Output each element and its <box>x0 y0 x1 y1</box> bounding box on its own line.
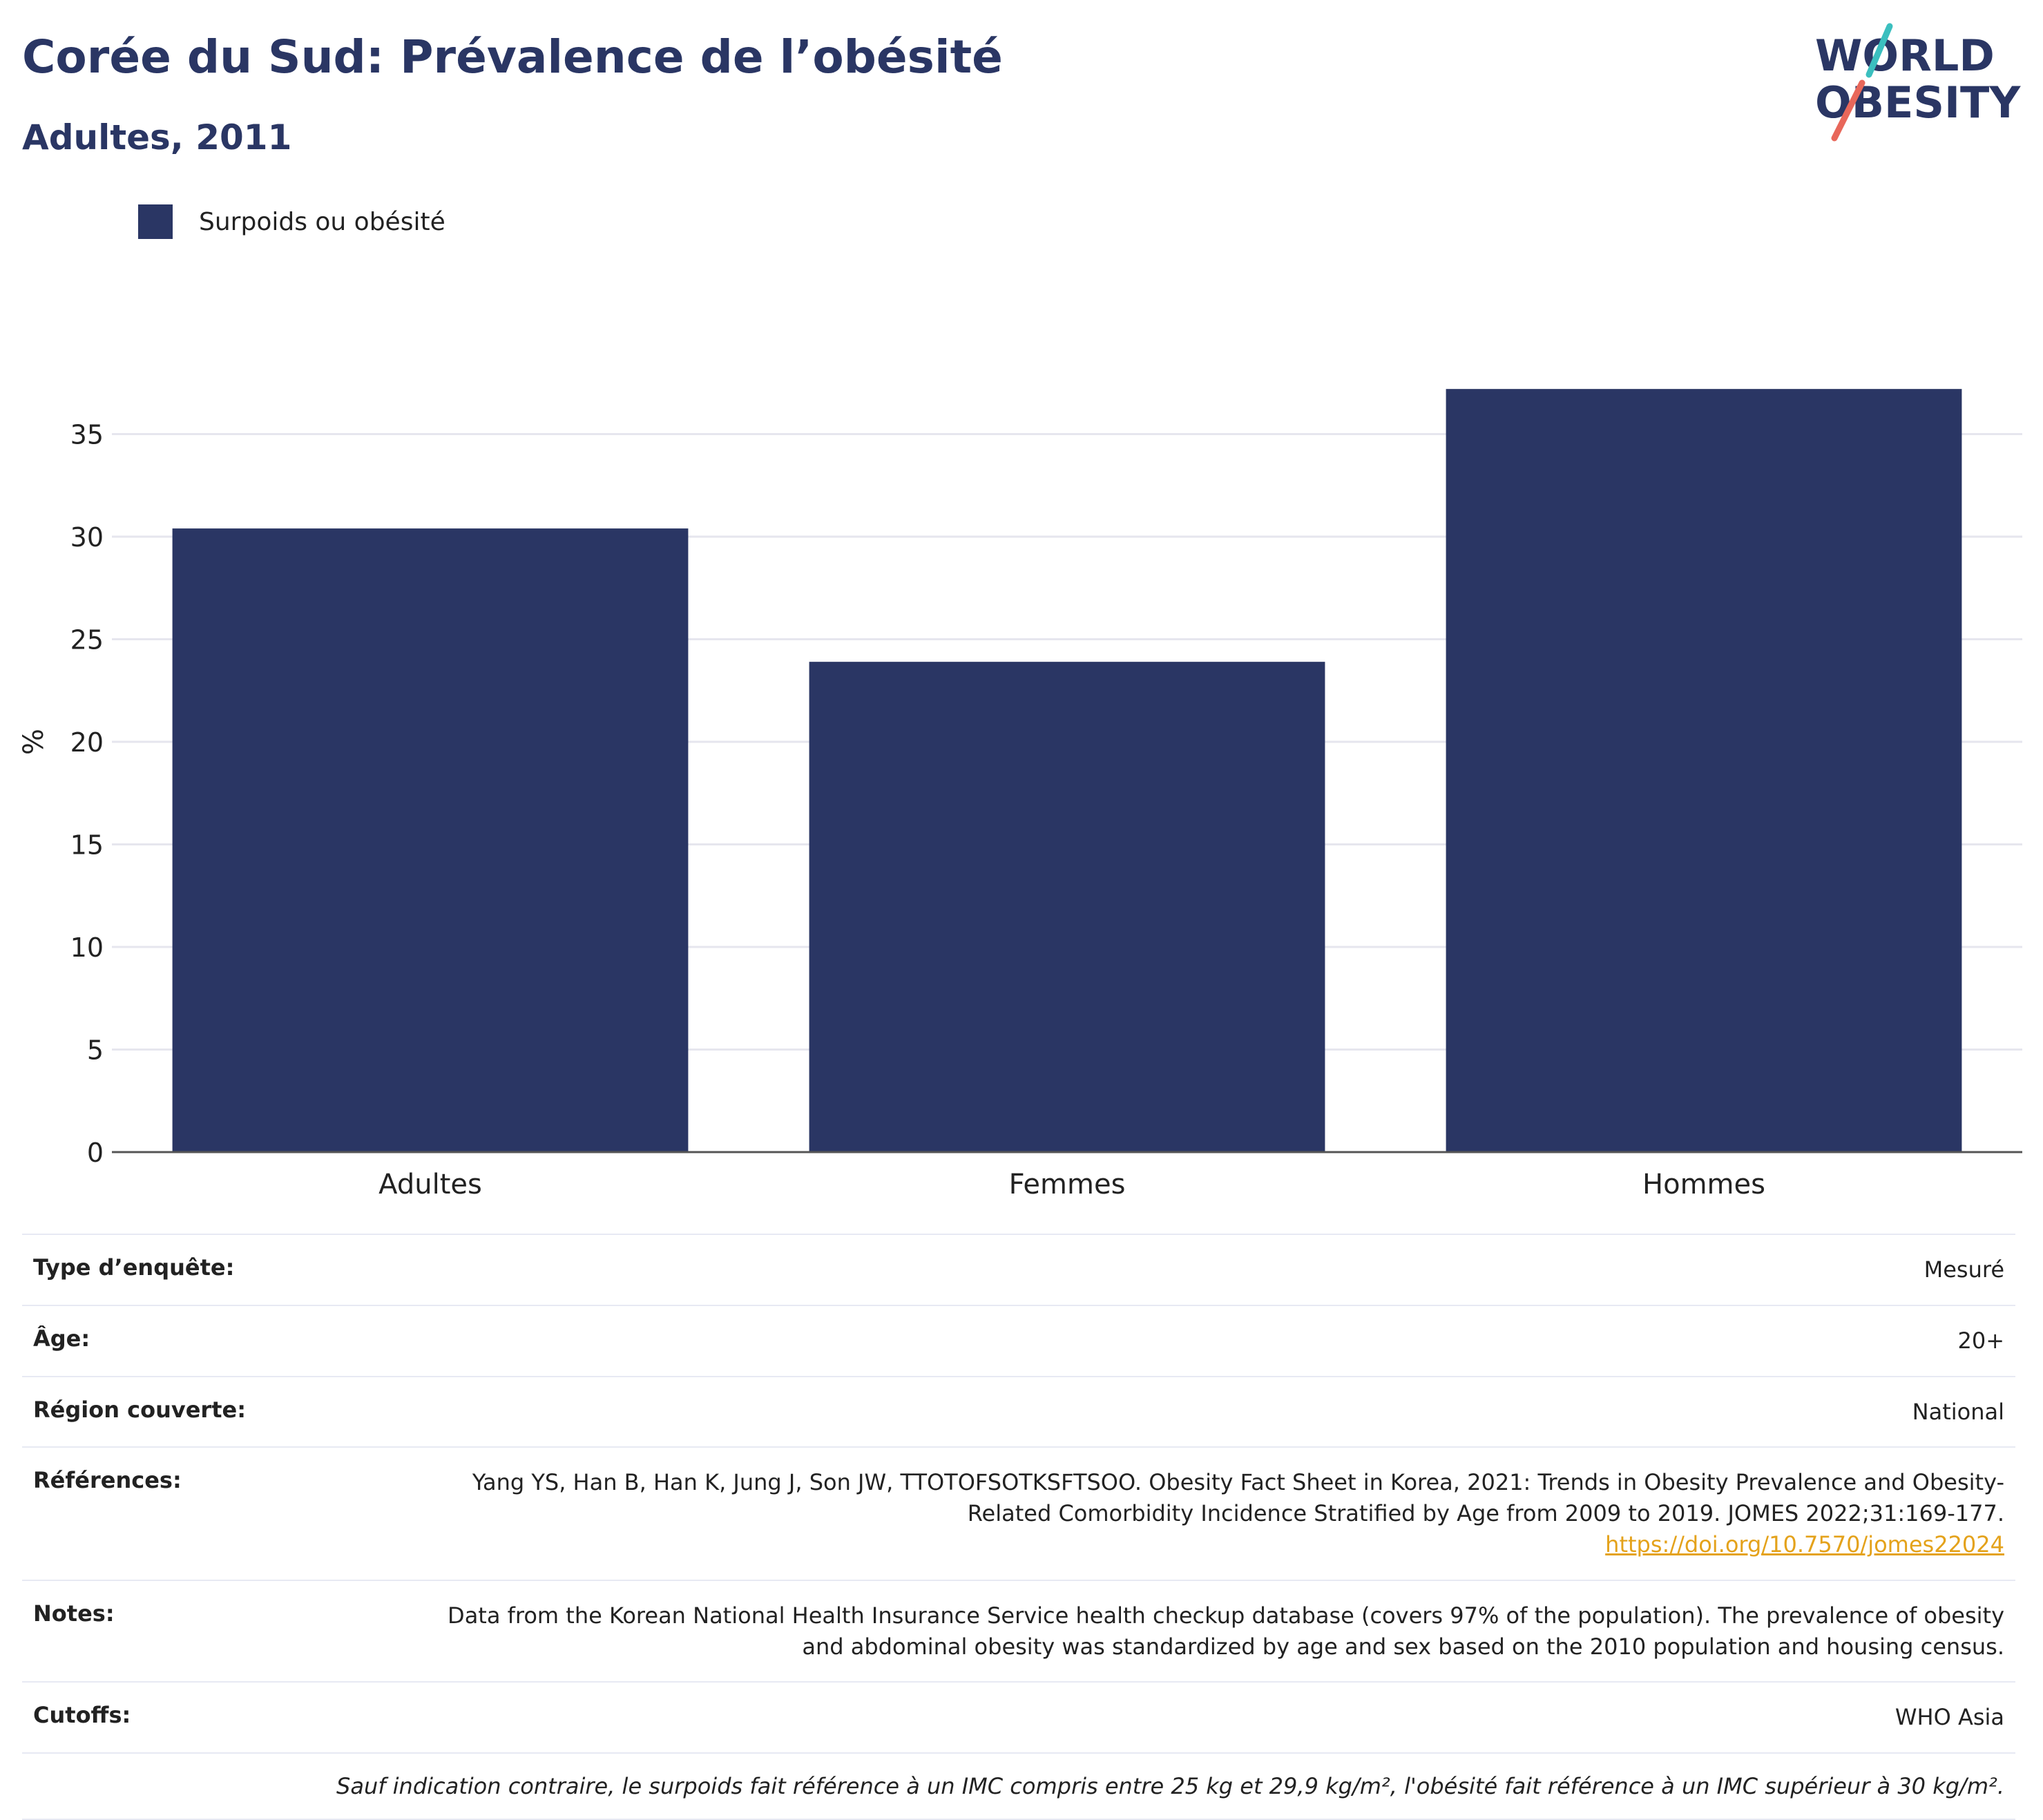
chart-title: Corée du Sud: Prévalence de l’obésité <box>22 30 1003 84</box>
legend-swatch <box>138 204 173 239</box>
logo-text-world: WORLD <box>1815 30 1995 81</box>
info-value-text: Yang YS, Han B, Han K, Jung J, Son JW, T… <box>472 1469 2004 1527</box>
info-value: Mesuré <box>1924 1254 2004 1285</box>
reference-doi-link[interactable]: https://doi.org/10.7570/jomes22024 <box>1605 1531 2004 1558</box>
info-row: Région couverte: National <box>22 1375 2015 1447</box>
info-value: 20+ <box>1957 1325 2004 1357</box>
legend: Surpoids ou obésité <box>138 204 445 239</box>
y-axis-label: % <box>18 729 50 755</box>
info-label: Type d’enquête: <box>33 1254 235 1281</box>
bar-chart: 0 5 10 15 20 25 30 35 Adultes Femmes Hommes % <box>18 389 2022 1200</box>
bar-femmes <box>809 662 1325 1152</box>
bar-adultes <box>172 528 689 1152</box>
info-label: Région couverte: <box>33 1396 246 1423</box>
y-tick-label: 20 <box>70 727 104 758</box>
legend-label: Surpoids ou obésité <box>199 207 445 236</box>
footnote: Sauf indication contraire, le surpoids f… <box>22 1752 2015 1820</box>
y-tick-label: 10 <box>70 932 104 963</box>
info-label: Notes: <box>33 1600 115 1627</box>
y-tick-label: 0 <box>87 1138 104 1168</box>
logo-slash-coral <box>1831 79 1865 142</box>
info-value: Data from the Korean National Health Ins… <box>416 1600 2004 1663</box>
x-tick-labels: Adultes Femmes Hommes <box>378 1169 1765 1200</box>
info-value: WHO Asia <box>1895 1702 2004 1733</box>
info-label: Références: <box>33 1467 182 1494</box>
info-value-text: WHO Asia <box>1895 1704 2004 1731</box>
info-value: Yang YS, Han B, Han K, Jung J, Son JW, T… <box>416 1467 2004 1560</box>
info-value: National <box>1912 1397 2004 1428</box>
info-table: Type d’enquête: Mesuré Âge: 20+ Région couve… <box>22 1234 2015 1820</box>
info-value-text: National <box>1912 1398 2004 1425</box>
y-tick-label: 35 <box>70 420 104 450</box>
bars <box>172 389 1962 1152</box>
info-label: Cutoffs: <box>33 1702 131 1729</box>
x-tick-label: Adultes <box>378 1169 482 1200</box>
y-tick-labels: 0 5 10 15 20 25 30 35 <box>70 420 104 1169</box>
info-value-text: 20+ <box>1957 1327 2004 1354</box>
info-row: Cutoffs: WHO Asia <box>22 1681 2015 1752</box>
logo-slash-teal <box>1865 23 1893 78</box>
info-value-text: Data from the Korean National Health Ins… <box>448 1602 2004 1660</box>
world-obesity-logo: WORLD OBESITY <box>1815 23 2021 142</box>
y-tick-label: 30 <box>70 522 104 553</box>
x-tick-label: Femmes <box>1009 1169 1126 1200</box>
info-row: Références: Yang YS, Han B, Han K, Jung J… <box>22 1446 2015 1579</box>
y-tick-label: 25 <box>70 625 104 655</box>
info-label: Âge: <box>33 1325 90 1352</box>
info-row: Notes: Data from the Korean National Heal… <box>22 1579 2015 1682</box>
chart-subtitle: Adultes, 2011 <box>22 117 292 157</box>
bar-hommes <box>1446 389 1962 1152</box>
info-value-text: Mesuré <box>1924 1256 2004 1283</box>
info-row: Âge: 20+ <box>22 1304 2015 1376</box>
info-row: Type d’enquête: Mesuré <box>22 1234 2015 1305</box>
y-tick-label: 5 <box>87 1035 104 1066</box>
x-tick-label: Hommes <box>1642 1169 1765 1200</box>
y-tick-label: 15 <box>70 830 104 861</box>
